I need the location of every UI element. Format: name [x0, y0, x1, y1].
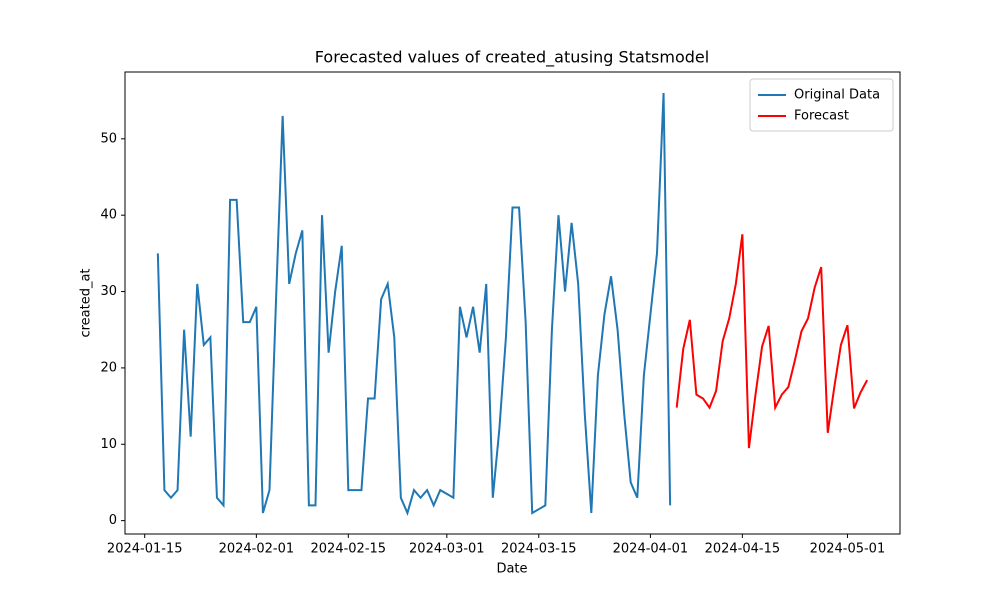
x-tick-label: 2024-02-15	[311, 542, 387, 557]
y-tick-label: 20	[100, 360, 117, 375]
x-tick-label: 2024-02-01	[219, 542, 295, 557]
y-tick-label: 40	[100, 208, 117, 223]
x-axis-label: Date	[496, 562, 527, 577]
x-tick-label: 2024-01-15	[107, 542, 183, 557]
data-line	[675, 234, 869, 449]
x-tick-label: 2024-04-15	[705, 542, 781, 557]
plot-frame	[124, 71, 901, 535]
data-line	[156, 92, 672, 516]
x-tick-label: 2024-03-01	[409, 542, 485, 557]
legend-box	[749, 78, 894, 132]
y-tick-label: 30	[100, 284, 117, 299]
x-tick-label: 2024-03-15	[501, 542, 577, 557]
chart-title: Forecasted values of created_atusing Sta…	[315, 48, 709, 68]
y-axis-label: created_at	[79, 268, 94, 337]
y-tick-label: 50	[100, 131, 117, 146]
x-tick-label: 2024-04-01	[613, 542, 689, 557]
legend-label: Forecast	[794, 109, 849, 124]
x-tick-label: 2024-05-01	[810, 542, 886, 557]
y-tick-label: 0	[109, 513, 117, 528]
legend-label: Original Data	[794, 88, 880, 103]
y-tick-label: 10	[100, 437, 117, 452]
